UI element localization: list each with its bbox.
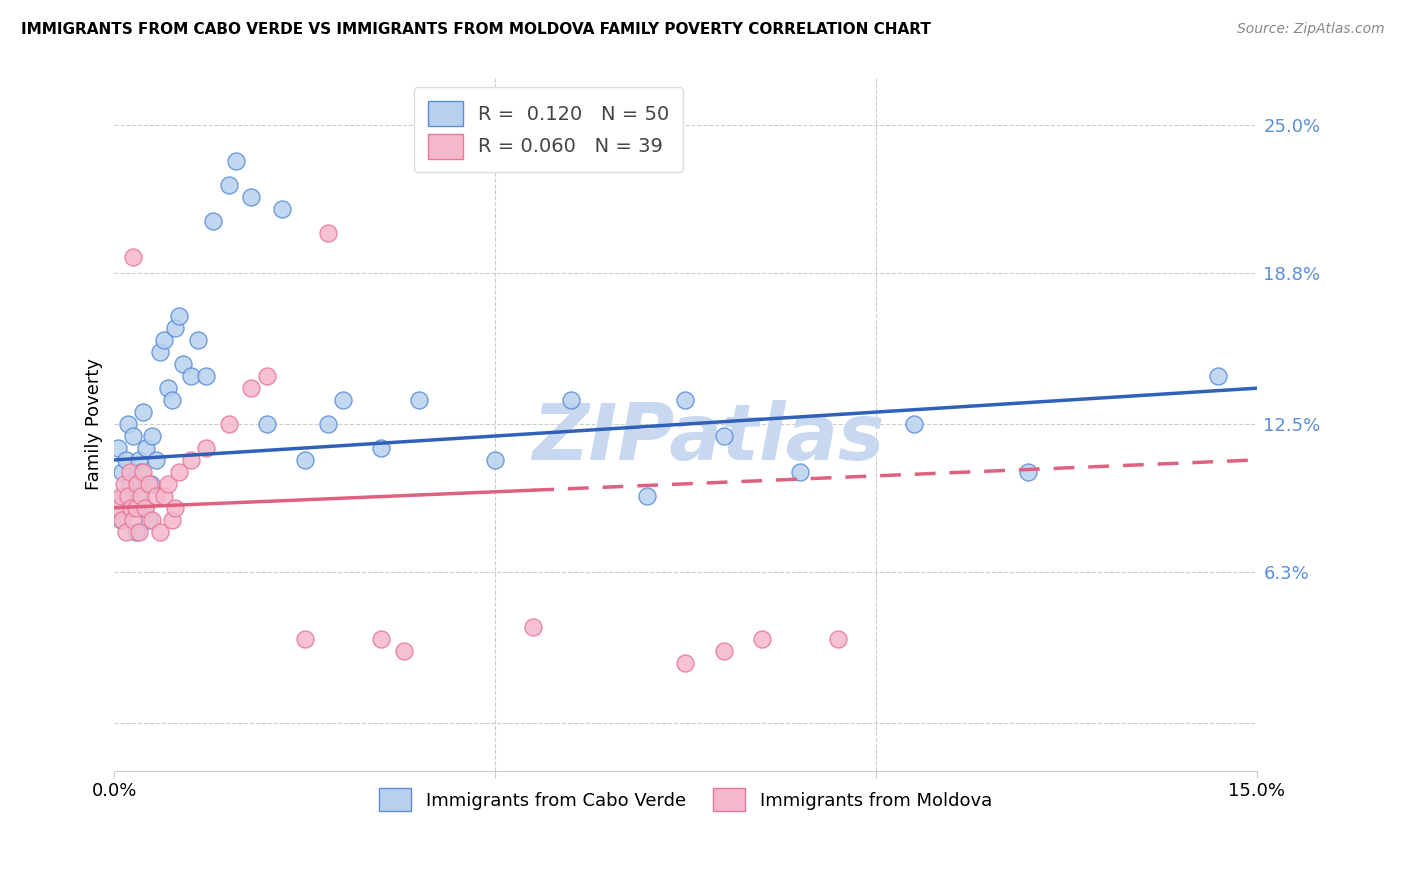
Point (141, 513, 163, 527)
Point (139, 476, 162, 491)
Point (156, 476, 179, 491)
Point (117, 489, 139, 503)
Point (111, 513, 134, 527)
Legend: Immigrants from Cabo Verde, Immigrants from Moldova: Immigrants from Cabo Verde, Immigrants f… (366, 775, 1005, 824)
Point (127, 489, 149, 503)
Point (110, 513, 132, 527)
Point (903, 417, 925, 431)
Point (636, 489, 658, 503)
Point (128, 453, 150, 467)
Point (132, 405, 155, 419)
Point (129, 489, 152, 503)
Point (114, 524, 136, 539)
Point (122, 250, 145, 264)
Point (522, 620, 544, 634)
Point (132, 465, 155, 479)
Point (117, 417, 139, 431)
Point (194, 369, 217, 384)
Point (167, 465, 190, 479)
Point (392, 644, 415, 658)
Point (120, 500, 142, 515)
Point (145, 453, 167, 467)
Point (316, 417, 339, 431)
Point (218, 417, 240, 431)
Point (713, 644, 735, 658)
Point (827, 632, 849, 647)
Point (149, 345, 172, 359)
Point (225, 154, 247, 169)
Point (1208, 369, 1230, 384)
Point (256, 417, 278, 431)
Point (713, 429, 735, 443)
Point (149, 524, 172, 539)
Point (135, 441, 157, 455)
Point (165, 321, 187, 335)
Point (107, 500, 129, 515)
Point (484, 453, 506, 467)
Text: ZIPatlas: ZIPatlas (533, 400, 884, 476)
Point (125, 524, 148, 539)
Point (560, 393, 582, 408)
Point (141, 429, 163, 443)
Point (129, 465, 152, 479)
Point (194, 441, 217, 455)
Point (128, 524, 150, 539)
Point (167, 310, 190, 324)
Point (675, 393, 697, 408)
Point (138, 476, 160, 491)
Text: Source: ZipAtlas.com: Source: ZipAtlas.com (1237, 22, 1385, 37)
Point (111, 465, 134, 479)
Point (122, 429, 145, 443)
Point (114, 453, 136, 467)
Point (751, 632, 773, 647)
Point (675, 656, 697, 670)
Point (138, 513, 160, 527)
Point (408, 393, 430, 408)
Point (112, 489, 135, 503)
Point (122, 513, 145, 527)
Point (316, 226, 339, 240)
Point (160, 393, 183, 408)
Point (120, 500, 142, 515)
Point (134, 500, 156, 515)
Point (370, 632, 392, 647)
Point (256, 369, 278, 384)
Point (1017, 465, 1039, 479)
Point (156, 381, 179, 395)
Point (172, 357, 194, 371)
Point (294, 453, 316, 467)
Point (180, 369, 202, 384)
Point (107, 441, 129, 455)
Point (145, 489, 167, 503)
Point (165, 500, 187, 515)
Point (294, 632, 316, 647)
Point (118, 476, 141, 491)
Point (202, 214, 225, 228)
Point (110, 489, 132, 503)
Text: IMMIGRANTS FROM CABO VERDE VS IMMIGRANTS FROM MOLDOVA FAMILY POVERTY CORRELATION: IMMIGRANTS FROM CABO VERDE VS IMMIGRANTS… (21, 22, 931, 37)
Point (240, 190, 263, 204)
Point (160, 513, 183, 527)
Point (789, 465, 811, 479)
Point (271, 202, 294, 216)
Point (180, 453, 202, 467)
Point (134, 500, 156, 515)
Point (240, 381, 263, 395)
Point (153, 334, 176, 348)
Point (187, 334, 209, 348)
Point (153, 489, 176, 503)
Point (125, 500, 148, 515)
Point (118, 465, 141, 479)
Point (218, 178, 240, 192)
Point (370, 441, 392, 455)
Point (332, 393, 354, 408)
Point (127, 476, 149, 491)
Point (112, 476, 135, 491)
Y-axis label: Family Poverty: Family Poverty (86, 358, 103, 490)
